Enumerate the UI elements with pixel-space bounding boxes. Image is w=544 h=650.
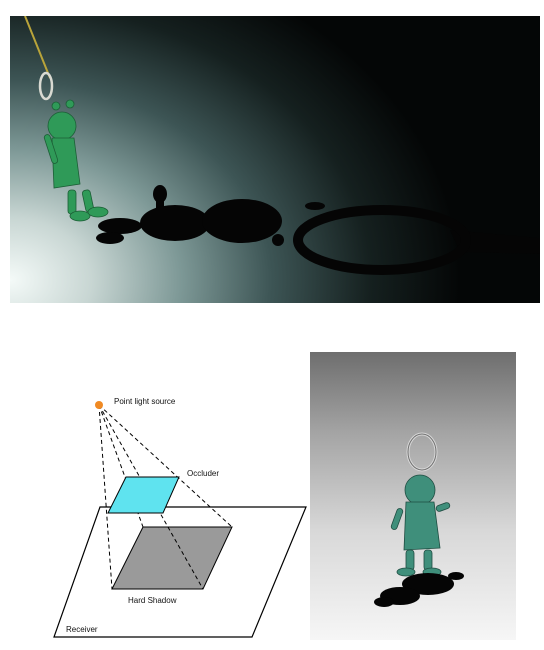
top-render-drawing <box>24 16 540 275</box>
bottom-render-image <box>310 352 516 640</box>
hanging-figure <box>43 99 109 222</box>
point-light-icon <box>95 401 103 409</box>
occluder-label: Occluder <box>187 469 220 478</box>
hard-shadow-label: Hard Shadow <box>128 596 177 605</box>
rope <box>24 16 51 79</box>
receiver-label: Receiver <box>66 625 98 634</box>
bottom-render-drawing <box>374 432 464 607</box>
top-render-image <box>10 16 540 303</box>
figure-shadow <box>374 572 464 607</box>
point-light-label: Point light source <box>114 397 176 406</box>
ring-outline <box>407 433 437 471</box>
ring-shadow <box>293 205 471 275</box>
standing-figure <box>390 474 451 577</box>
cast-shadow <box>96 185 540 254</box>
figure-ring <box>38 71 54 101</box>
occluder-shape <box>107 476 180 514</box>
